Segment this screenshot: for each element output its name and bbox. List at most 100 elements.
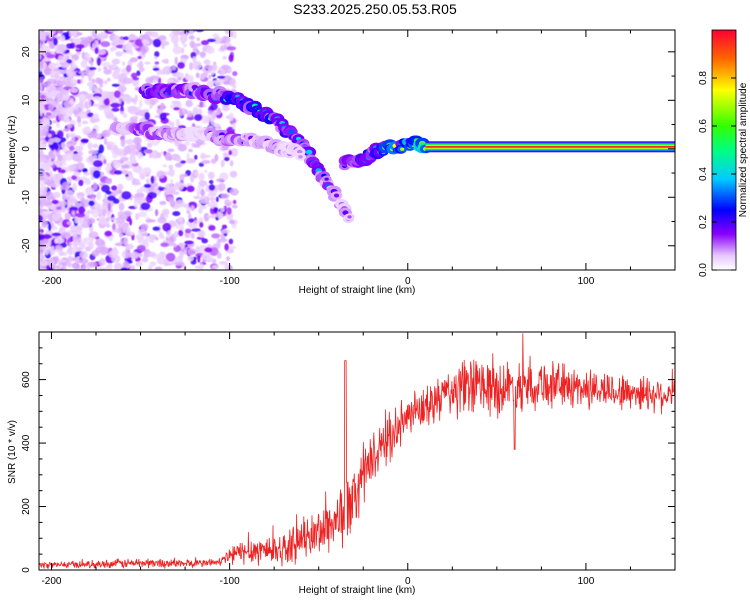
noise-blob <box>77 122 82 128</box>
noise-blob <box>104 193 108 203</box>
noise-blob <box>224 263 229 270</box>
noise-blob <box>101 132 107 137</box>
noise-blob <box>167 148 175 153</box>
noise-blob <box>210 158 217 164</box>
noise-blob <box>76 225 83 231</box>
noise-blob <box>39 75 44 84</box>
noise-blob <box>55 245 63 250</box>
noise-blob <box>133 116 139 120</box>
noise-blob <box>56 130 64 139</box>
noise-blob <box>74 145 84 152</box>
noise-blob <box>177 76 182 81</box>
noise-blob <box>205 46 215 54</box>
noise-blob <box>133 136 142 145</box>
noise-blob <box>137 211 148 218</box>
noise-blob <box>44 247 50 255</box>
noise-blob <box>123 260 129 268</box>
noise-blob <box>187 255 194 262</box>
noise-blob <box>189 62 194 71</box>
noise-blob <box>71 241 79 247</box>
noise-blob <box>173 30 180 36</box>
noise-blob <box>213 36 222 45</box>
noise-blob <box>146 178 150 185</box>
noise-blob <box>164 152 172 161</box>
noise-blob <box>96 133 102 139</box>
noise-blob <box>174 262 185 266</box>
noise-blob <box>155 236 159 241</box>
x-tick-label: -100 <box>220 576 240 587</box>
noise-blob <box>224 76 229 82</box>
noise-blob <box>199 195 208 204</box>
noise-blob <box>121 95 126 102</box>
noise-blob <box>69 145 75 151</box>
noise-speckle <box>39 30 239 270</box>
noise-blob <box>105 217 111 222</box>
ridge-core <box>305 149 313 155</box>
noise-blob <box>120 87 124 97</box>
noise-blob <box>224 156 230 162</box>
noise-blob <box>87 112 94 118</box>
noise-blob <box>98 144 105 154</box>
noise-blob <box>207 110 214 115</box>
snr-x-axis-label: Height of straight line (km) <box>299 585 416 596</box>
noise-blob <box>67 178 72 185</box>
noise-blob <box>111 255 121 263</box>
noise-blob <box>214 79 223 87</box>
noise-blob <box>72 153 81 162</box>
y-tick-label: 200 <box>21 498 32 515</box>
noise-blob <box>136 192 145 198</box>
noise-blob <box>60 88 67 95</box>
noise-blob <box>137 55 142 60</box>
noise-blob <box>78 216 85 225</box>
noise-blob <box>95 246 106 254</box>
noise-blob <box>141 39 150 45</box>
x-tick-label: 0 <box>405 276 411 287</box>
noise-blob <box>61 142 66 149</box>
noise-blob <box>39 54 42 60</box>
spectrogram-y-axis-label: Frequency (Hz) <box>7 116 18 185</box>
noise-blob <box>103 97 110 106</box>
noise-blob <box>76 51 81 55</box>
noise-blob <box>184 140 191 146</box>
noise-blob <box>62 264 67 270</box>
noise-blob <box>83 199 89 203</box>
noise-blob <box>51 232 62 237</box>
noise-blob <box>177 143 187 152</box>
noise-blob <box>117 183 124 191</box>
noise-blob <box>46 204 56 210</box>
noise-blob <box>231 30 237 39</box>
noise-blob <box>71 58 76 67</box>
noise-blob <box>49 90 58 97</box>
noise-blob <box>84 93 92 100</box>
noise-blob <box>41 210 50 215</box>
noise-blob <box>78 179 84 186</box>
noise-blob <box>126 65 132 73</box>
noise-blob <box>113 170 123 175</box>
noise-blob <box>93 96 101 101</box>
noise-blob <box>138 170 143 175</box>
noise-blob <box>207 38 216 43</box>
snr-series <box>39 333 675 569</box>
noise-blob <box>76 162 85 171</box>
noise-blob <box>229 79 236 86</box>
ridge-core <box>347 215 352 219</box>
noise-blob <box>92 113 100 120</box>
noise-blob <box>151 150 159 159</box>
noise-blob <box>61 182 71 191</box>
colorbar-tick-label: 0.6 <box>698 119 709 133</box>
spectrogram-frame <box>38 29 676 271</box>
y-tick-label: 0 <box>21 146 32 152</box>
ridge-upper-branch <box>138 81 355 224</box>
noise-blob <box>185 74 194 82</box>
noise-blob <box>98 78 104 85</box>
noise-blob <box>173 42 179 48</box>
noise-blob <box>175 199 186 208</box>
noise-blob <box>98 153 104 162</box>
noise-blob <box>150 140 159 146</box>
noise-blob <box>108 30 118 33</box>
noise-blob <box>171 64 177 71</box>
noise-blob <box>171 100 181 105</box>
noise-blob <box>139 99 143 108</box>
noise-blob <box>135 261 143 267</box>
noise-blob <box>120 267 127 270</box>
